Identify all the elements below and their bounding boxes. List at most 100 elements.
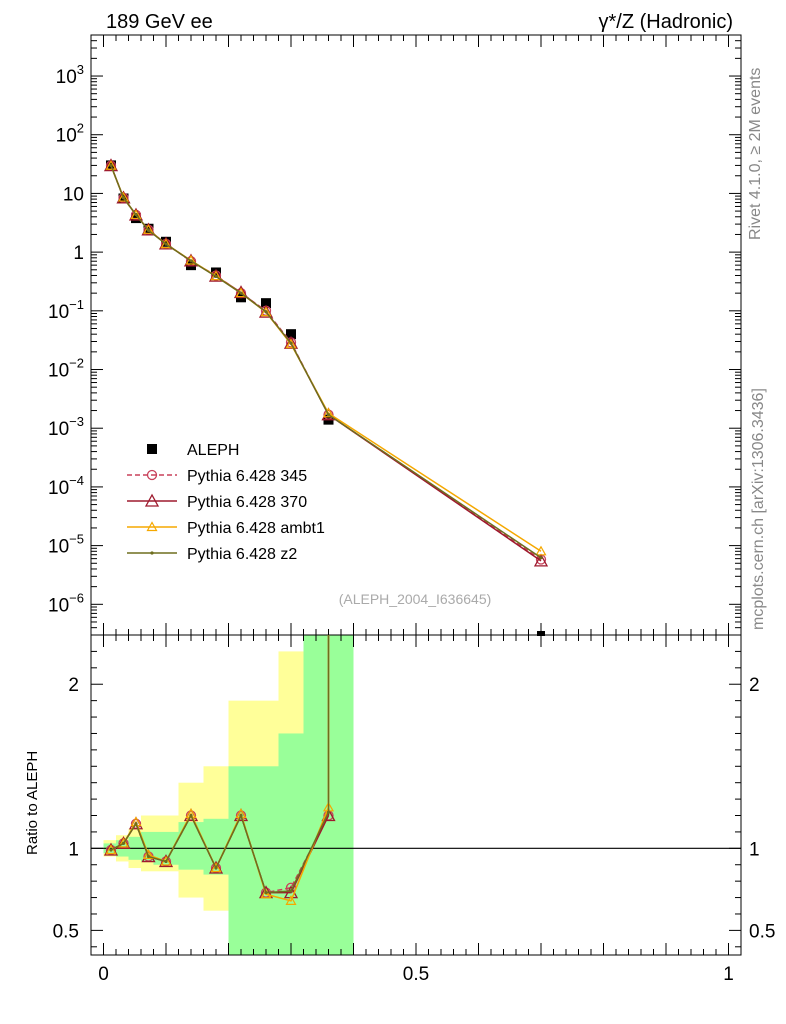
main-point-ambt1 [130,209,142,220]
x-tick-label: 0.5 [403,964,429,985]
main-y-tick-label: 10−1 [48,297,84,323]
main-point-z2 [239,291,243,295]
legend-entry-z2: Pythia 6.428 z2 [127,546,297,563]
ratio-y-tick-label-right: 2 [749,675,760,696]
ratio-point-p370 [208,860,224,874]
legend-marker-ambt1 [146,521,158,532]
legend-label-z2: Pythia 6.428 z2 [187,546,297,563]
ratio-point-ambt1 [285,895,297,905]
main-point-data-clipped [537,631,545,636]
main-y-tick-label: 10−6 [48,590,84,616]
main-series-ambt1 [105,160,547,556]
main-line-ambt1 [110,165,542,552]
legend-marker-p345 [146,469,158,481]
main-y-tick-label: 10−2 [48,356,84,382]
main-point-data [161,236,171,247]
legend-label-data: ALEPH [187,442,239,459]
main-series-p370 [103,158,549,567]
main-point-ambt1 [160,238,172,249]
main-point-ambt1 [105,160,117,170]
main-point-z2 [109,163,113,168]
main-point-p370 [103,158,119,172]
main-point-p370 [208,268,224,282]
ratio-y-tick-label-right: 0.5 [749,921,775,942]
x-tick-label: 1 [723,964,734,985]
ratio-point-ambt1 [185,808,197,818]
ratio-y-tick-label-left: 0.5 [53,921,79,942]
legend-entry-data: ALEPH [147,442,239,459]
legend-entry-ambt1: Pythia 6.428 ambt1 [127,520,325,537]
main-point-p370 [128,207,144,221]
main-y-tick-label: 10−5 [48,532,84,558]
legend-entry-p370: Pythia 6.428 370 [127,493,307,511]
legend-label-p370: Pythia 6.428 370 [187,494,307,511]
legend-marker-data [147,444,157,454]
main-point-ambt1 [260,306,272,317]
legend-label-ambt1: Pythia 6.428 ambt1 [187,520,325,537]
main-point-z2 [121,196,126,200]
analysis-watermark: (ALEPH_2004_I636645) [339,591,492,607]
main-series-data [106,160,545,636]
main-plot-frame [90,34,742,636]
main-point-ambt1 [235,287,247,298]
main-y-tick-label: 10−4 [48,473,84,499]
main-point-p370 [258,304,274,318]
ratio-point-ambt1 [142,849,155,859]
main-point-z2 [214,274,218,279]
main-y-tick-label: 10−3 [48,414,84,440]
ratio-series-group [103,635,336,905]
main-point-p370 [533,553,549,567]
main-point-ambt1 [142,224,155,234]
legend-marker-p370 [144,493,160,507]
main-point-ambt1 [322,407,335,418]
main-series-p345 [105,160,547,565]
main-point-z2 [264,310,268,314]
x-tick-label: 0 [98,964,109,985]
main-point-p370 [158,236,174,250]
ratio-point-z2 [214,866,218,870]
ratio-y-tick-label-left: 2 [68,675,79,696]
ratio-inner-band [203,818,229,875]
ratio-point-z2 [146,854,151,859]
ratio-point-ambt1 [210,862,222,873]
main-point-ambt1 [285,338,297,349]
ratio-axes: 0.5 0.5 1 1 2 2 0 0.5 1 [53,634,775,985]
main-point-z2 [146,228,151,232]
ratio-point-z2 [326,810,331,814]
main-point-z2 [539,556,543,560]
ratio-point-z2 [189,813,193,818]
ratio-point-z2 [121,841,126,846]
main-point-p370 [141,222,156,236]
main-y-tick-label: 1 [73,243,84,264]
main-point-data [286,329,296,340]
main-point-z2 [189,259,193,263]
ratio-point-z2 [164,859,168,864]
ratio-y-tick-label-left: 1 [68,839,79,860]
legend-entry-p345: Pythia 6.428 345 [127,468,307,485]
main-point-data [261,298,271,309]
ratio-inner-band [228,766,254,955]
ratio-point-p370 [116,836,131,850]
ratio-point-z2 [134,822,138,826]
ratio-point-z2 [109,848,113,852]
main-y-tick-label: 10 [63,184,84,205]
ratio-series-z2 [109,635,331,895]
ratio-inner-band [253,766,279,955]
main-series-group [103,158,549,636]
ratio-point-ambt1 [117,837,130,848]
main-y-tick-label: 102 [56,121,84,147]
main-point-ambt1 [535,545,547,556]
header-right-title: γ*/Z (Hadronic) [599,11,733,33]
legend-marker-z2 [150,551,154,555]
ratio-uncertainty-bands [103,635,354,955]
main-point-z2 [326,413,331,417]
ratio-point-p370 [103,842,119,856]
rivet-version-label: Rivet 4.1.0, ≥ 2M events [747,68,764,240]
legend-label-p345: Pythia 6.428 345 [187,468,307,485]
main-point-z2 [164,242,168,246]
main-y-tick-label: 103 [56,62,84,88]
main-point-z2 [289,341,293,345]
ratio-inner-band [278,733,304,955]
